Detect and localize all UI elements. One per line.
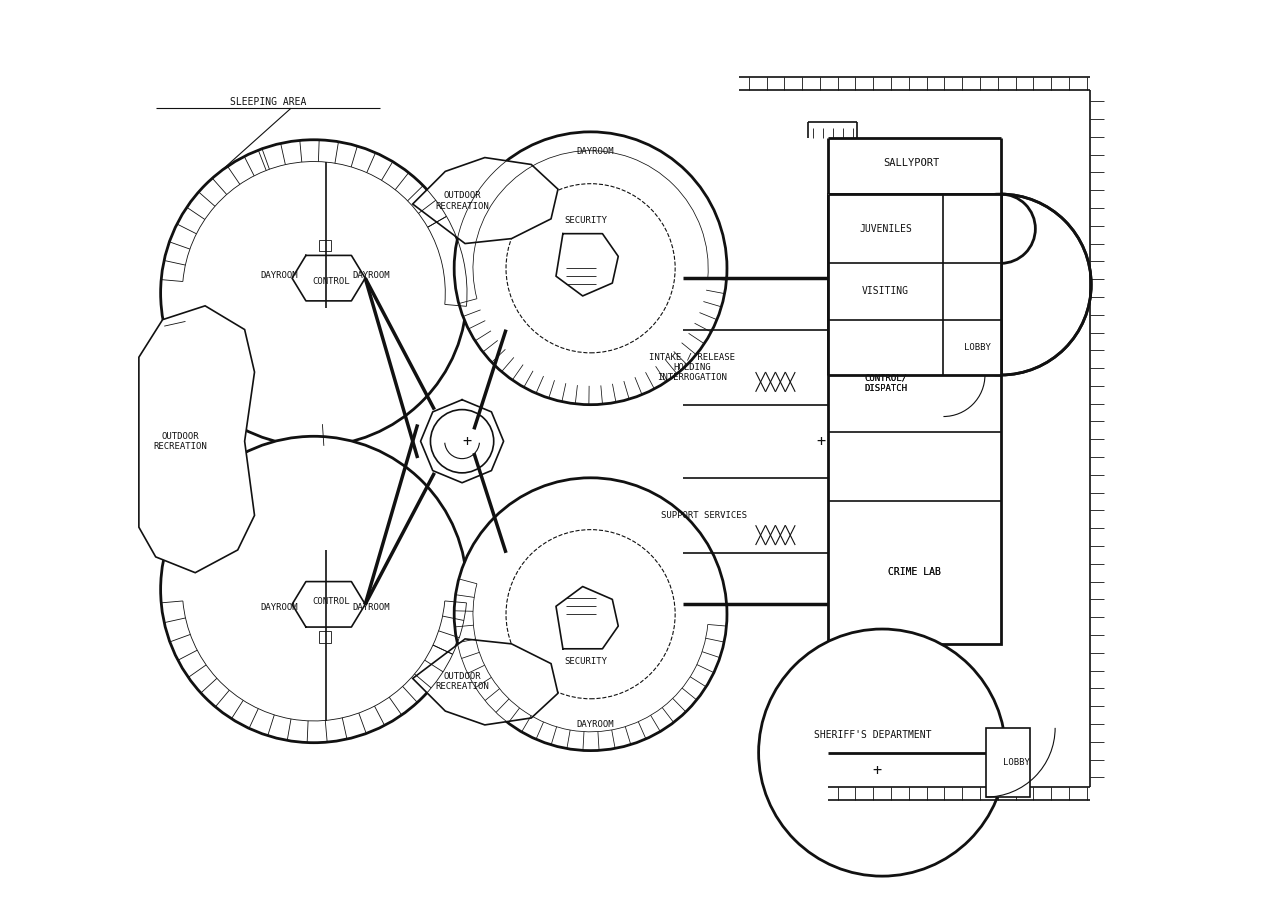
Text: OUTDOOR
RECREATION: OUTDOOR RECREATION xyxy=(435,672,489,692)
Text: JUVENILES: JUVENILES xyxy=(859,224,913,233)
Text: CRIME LAB: CRIME LAB xyxy=(888,567,941,577)
Text: +: + xyxy=(873,762,882,778)
Text: LOBBY: LOBBY xyxy=(1002,758,1029,767)
Text: +: + xyxy=(817,433,826,449)
Text: VISITING: VISITING xyxy=(863,287,909,297)
Text: CONTROL: CONTROL xyxy=(312,277,351,286)
Circle shape xyxy=(759,629,1006,876)
Text: SECURITY: SECURITY xyxy=(564,657,607,667)
Text: SALLYPORT: SALLYPORT xyxy=(883,159,940,169)
Text: SUPPORT SERVICES: SUPPORT SERVICES xyxy=(662,511,748,520)
Circle shape xyxy=(430,409,494,473)
Circle shape xyxy=(454,132,727,405)
Text: VISITING: VISITING xyxy=(863,287,909,297)
Text: INTAKE / RELEASE
HOLDING
INTERROGATION: INTAKE / RELEASE HOLDING INTERROGATION xyxy=(649,352,736,382)
Text: OUTDOOR
RECREATION: OUTDOOR RECREATION xyxy=(435,192,489,211)
Text: DAYROOM: DAYROOM xyxy=(352,271,390,279)
Text: CONTROL/
DISPATCH: CONTROL/ DISPATCH xyxy=(864,373,908,393)
Bar xyxy=(986,727,1030,797)
Polygon shape xyxy=(412,158,558,243)
Text: SHERIFF'S DEPARTMENT: SHERIFF'S DEPARTMENT xyxy=(814,730,931,739)
Text: DAYROOM: DAYROOM xyxy=(577,148,614,156)
Text: CRIME LAB: CRIME LAB xyxy=(888,567,941,577)
Text: +: + xyxy=(462,433,471,449)
Bar xyxy=(319,631,330,643)
Bar xyxy=(828,195,1001,644)
Bar xyxy=(319,240,330,252)
Polygon shape xyxy=(138,306,255,573)
Text: DAYROOM: DAYROOM xyxy=(260,271,298,279)
Circle shape xyxy=(454,478,727,751)
Text: SLEEPING AREA: SLEEPING AREA xyxy=(230,97,306,107)
Text: CONTROL/
DISPATCH: CONTROL/ DISPATCH xyxy=(864,373,908,393)
Text: DAYROOM: DAYROOM xyxy=(577,720,614,729)
Text: OUTDOOR
RECREATION: OUTDOOR RECREATION xyxy=(154,431,207,451)
Polygon shape xyxy=(412,639,558,725)
Circle shape xyxy=(160,436,467,743)
Text: DAYROOM: DAYROOM xyxy=(260,603,298,612)
Text: LOBBY: LOBBY xyxy=(964,343,991,352)
Text: LOBBY: LOBBY xyxy=(959,333,986,342)
Text: SECURITY: SECURITY xyxy=(564,217,607,225)
Text: JUVENILES: JUVENILES xyxy=(859,224,913,233)
Bar xyxy=(828,195,1001,375)
Text: DAYROOM: DAYROOM xyxy=(352,603,390,612)
Text: CONTROL: CONTROL xyxy=(312,597,351,606)
Circle shape xyxy=(160,140,467,446)
